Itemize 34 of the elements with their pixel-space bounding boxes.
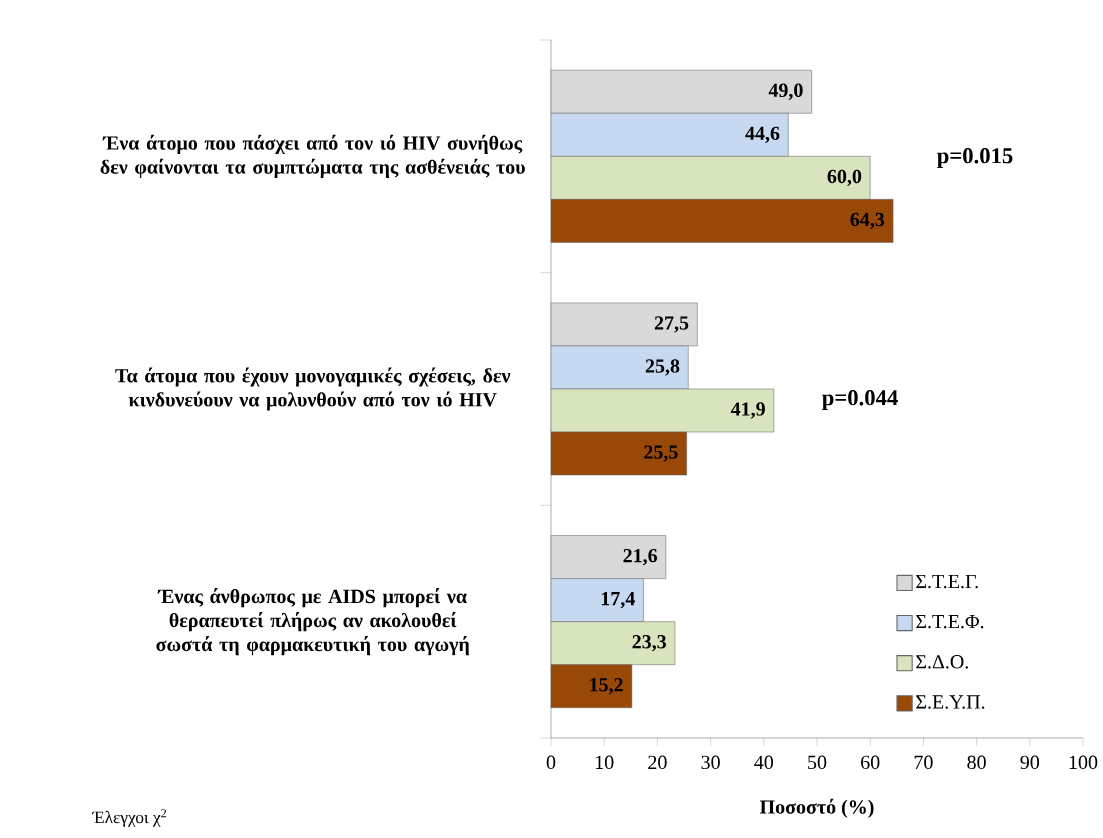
- text: Έλεγχοι χ$^{2}$: [92, 809, 167, 827]
- x-tick-label: 30: [701, 755, 720, 770]
- data-label: 60,0: [827, 169, 862, 187]
- data-label: 25,5: [644, 445, 678, 462]
- x-tick-label: 80: [967, 755, 986, 770]
- data-label: 23,3: [632, 635, 666, 652]
- x-tick-label: 50: [808, 755, 827, 770]
- data-label: 44,6: [745, 126, 780, 143]
- x-tick-label: 10: [595, 755, 614, 770]
- annotation: p=0.044: [822, 390, 898, 410]
- legend-label: Σ.Τ.Ε.Γ.: [916, 574, 978, 589]
- x-tick-label: 0: [546, 755, 556, 770]
- y-tick-label: Τα άτομα που έχουν μονογαμικές σχέσεις, δεν κινδυνεύουν να μολυνθούν από τον ιό HIV: [115, 367, 511, 411]
- data-label: 21,6: [623, 548, 658, 566]
- x-tick-label: 60: [861, 755, 880, 770]
- legend-label: Σ.Ε.Υ.Π.: [916, 695, 985, 709]
- data-label: 25,8: [645, 359, 680, 376]
- data-label: 15,2: [590, 678, 623, 695]
- x-tick-label: 90: [1020, 755, 1040, 770]
- data-label: 64,3: [850, 212, 885, 230]
- data-label: 17,4: [601, 591, 635, 609]
- y-tick-label: Ένας άνθρωπος με AIDS μπορεί να θεραπευτεί πλήρως αν ακολουθεί σωστά τη φαρμακευτική του αγωγή: [156, 588, 469, 656]
- data-label: 49,0: [768, 83, 803, 100]
- y-tick-label: Ένα άτομο που πάσχει από τον ιό HIV συνήθως δεν φαίνονται τα συμπτώματα της ασθένειάς του: [100, 134, 525, 178]
- x-tick-label: 40: [754, 755, 774, 770]
- x-tick-label: 20: [648, 755, 667, 770]
- data-label: 27,5: [654, 316, 689, 333]
- data-label: 41,9: [730, 402, 765, 419]
- legend-label: Σ.Δ.Ο.: [916, 655, 968, 669]
- x-axis-title: Ποσοστό (%): [759, 798, 874, 818]
- legend-label: Σ.Τ.Ε.Φ.: [916, 615, 984, 629]
- annotation: p=0.015: [937, 148, 1013, 168]
- x-tick-label: 100: [1069, 755, 1098, 770]
- x-tick-label: 70: [914, 755, 933, 770]
